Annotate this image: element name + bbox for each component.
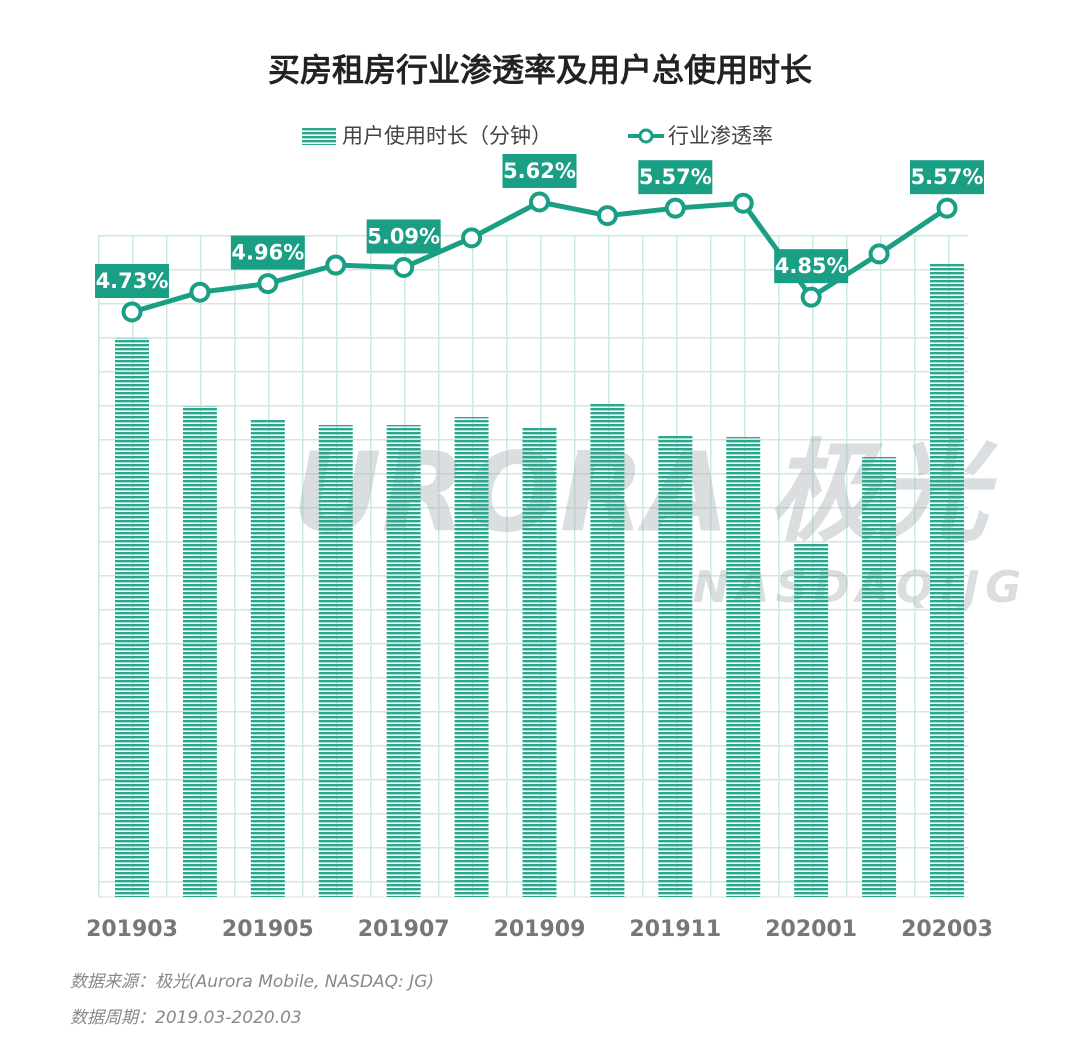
x-tick-label: 202001 [765, 917, 857, 942]
legend-label: 用户使用时长（分钟） [342, 124, 552, 148]
data-label: 5.62% [503, 159, 576, 183]
x-tick-label: 201911 [629, 917, 721, 942]
label-box [366, 219, 441, 254]
data-label: 4.85% [775, 254, 848, 278]
x-tick-label: 201903 [86, 917, 178, 942]
chart-title: 买房租房行业渗透率及用户总使用时长 [268, 51, 812, 89]
point [596, 205, 618, 227]
point [257, 273, 279, 295]
label-box [230, 235, 305, 270]
point [121, 301, 143, 323]
point [393, 257, 415, 279]
data-label: 5.09% [367, 225, 440, 249]
point [868, 243, 890, 265]
legend-marker [638, 128, 654, 144]
bar [115, 338, 149, 897]
label-box [910, 160, 984, 195]
data-label: 5.57% [639, 165, 712, 189]
bar [386, 425, 421, 897]
point [936, 197, 958, 219]
x-tick-label: 201907 [358, 917, 450, 942]
period-note: 数据周期：2019.03-2020.03 [70, 1008, 302, 1028]
bar [454, 417, 489, 897]
bar [590, 404, 625, 897]
point [189, 281, 211, 303]
label-box [95, 264, 169, 298]
bar [930, 264, 964, 897]
legend-swatch [302, 127, 336, 145]
bar [250, 419, 285, 897]
bar [658, 436, 693, 897]
x-tick-label: 201909 [494, 917, 586, 942]
bar [862, 457, 897, 897]
point [800, 286, 822, 308]
label-box [638, 160, 713, 195]
bar [522, 428, 557, 897]
point [732, 192, 754, 214]
point [664, 197, 686, 219]
bar [794, 543, 829, 897]
label-box [502, 154, 577, 188]
source-note: 数据来源：极光(Aurora Mobile, NASDAQ: JG) [70, 972, 434, 992]
bar [182, 406, 217, 897]
label-box [774, 249, 849, 284]
x-tick-label: 201905 [222, 917, 314, 942]
data-label: 5.57% [911, 165, 984, 189]
bar [318, 425, 353, 897]
point [529, 191, 550, 213]
legend-label: 行业渗透率 [668, 124, 773, 148]
bar [726, 437, 761, 897]
point [325, 254, 347, 276]
data-label: 4.73% [96, 269, 169, 293]
data-label: 4.96% [231, 241, 304, 265]
point [461, 227, 483, 249]
x-tick-label: 202003 [901, 917, 993, 942]
